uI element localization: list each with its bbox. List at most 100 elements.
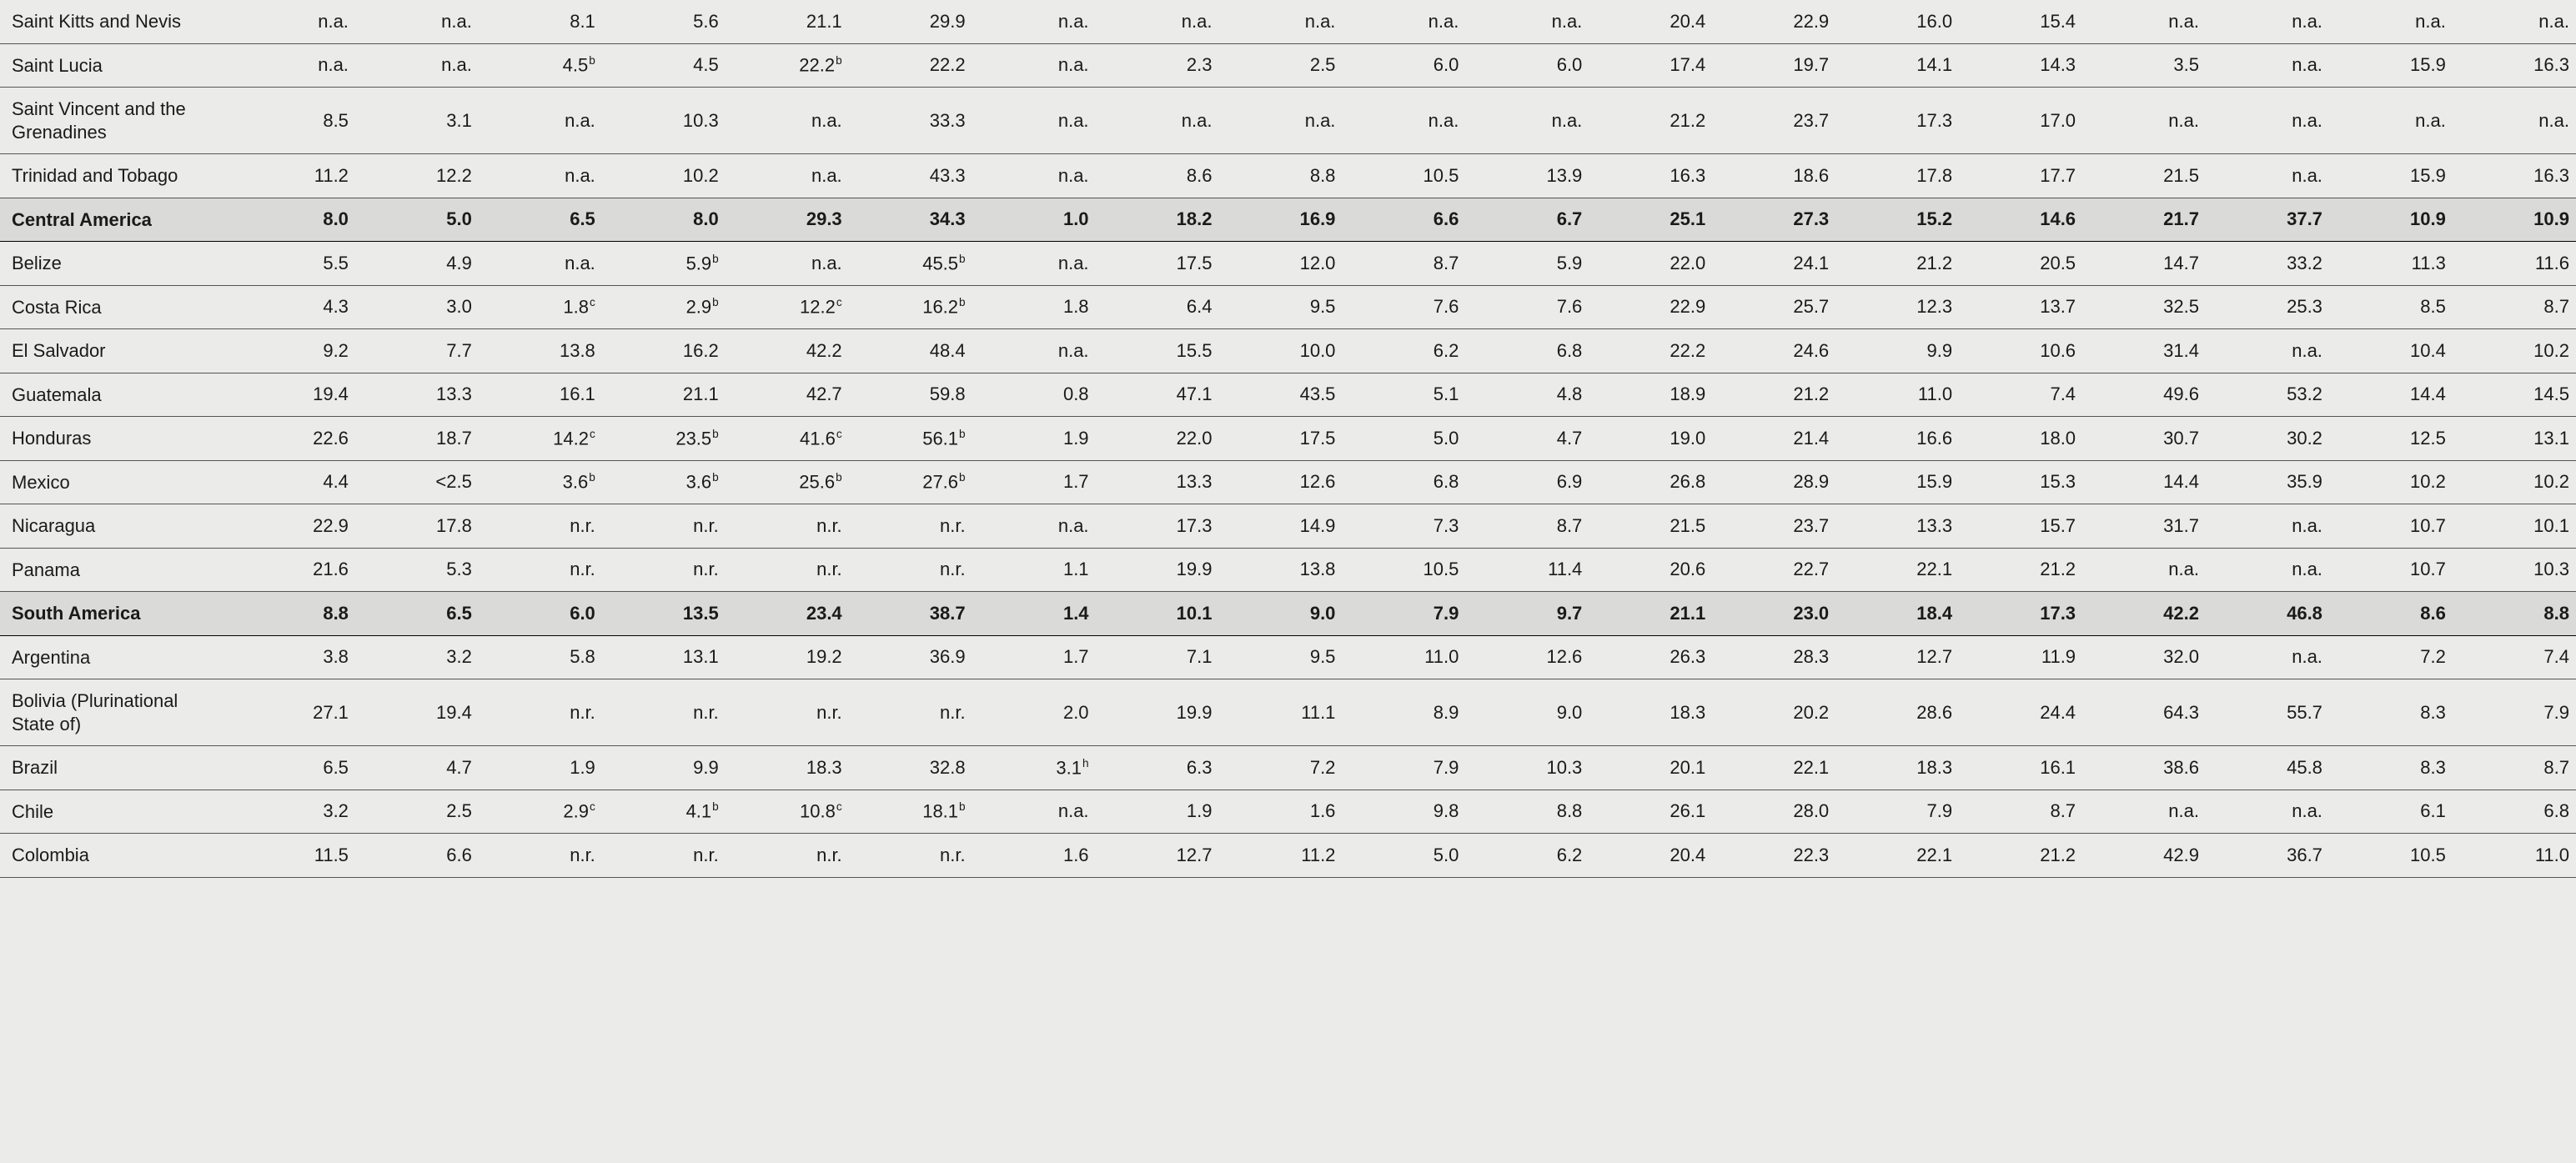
data-cell: 19.4	[355, 679, 479, 746]
data-cell: 20.6	[1589, 548, 1712, 592]
row-label: Belize	[0, 242, 232, 286]
data-cell: 10.2	[602, 154, 726, 198]
data-cell: 37.7	[2206, 198, 2329, 242]
data-cell: 22.9	[1589, 285, 1712, 329]
data-cell: 48.4	[849, 329, 972, 373]
data-cell: 1.9	[479, 746, 602, 790]
data-cell: 18.2	[1096, 198, 1219, 242]
data-cell: 17.0	[1959, 88, 2082, 154]
data-cell: 13.1	[602, 635, 726, 679]
data-cell: 25.1	[1589, 198, 1712, 242]
data-cell: 42.2	[2082, 592, 2206, 636]
data-cell: 6.4	[1096, 285, 1219, 329]
table-row: Brazil6.54.71.99.918.332.83.1h6.37.27.91…	[0, 746, 2576, 790]
data-cell: 6.0	[1342, 43, 1465, 88]
table-row: Guatemala19.413.316.121.142.759.80.847.1…	[0, 373, 2576, 417]
row-label: Guatemala	[0, 373, 232, 417]
data-cell: 6.2	[1342, 329, 1465, 373]
data-cell: 10.7	[2329, 548, 2453, 592]
data-cell: n.a.	[1342, 88, 1465, 154]
data-cell: 18.3	[1835, 746, 1959, 790]
data-cell: n.r.	[479, 834, 602, 878]
data-cell: 4.8	[1465, 373, 1589, 417]
data-cell: n.a.	[2082, 548, 2206, 592]
data-cell: 8.7	[1959, 790, 2082, 834]
data-cell: 6.3	[1096, 746, 1219, 790]
data-cell: 8.1	[479, 0, 602, 43]
row-label: Saint Vincent and the Grenadines	[0, 88, 232, 154]
data-cell: 13.9	[1465, 154, 1589, 198]
footnote-marker: b	[959, 471, 966, 484]
data-cell: 11.5	[232, 834, 355, 878]
data-cell: 5.5	[232, 242, 355, 286]
table-row: Belize5.54.9n.a.5.9bn.a.45.5bn.a.17.512.…	[0, 242, 2576, 286]
data-cell: 5.0	[1342, 834, 1465, 878]
data-cell: 18.6	[1712, 154, 1835, 198]
data-cell: 1.1	[972, 548, 1096, 592]
data-cell: 21.2	[1835, 242, 1959, 286]
data-cell: 12.7	[1096, 834, 1219, 878]
data-cell: n.a.	[2206, 43, 2329, 88]
data-cell: 33.2	[2206, 242, 2329, 286]
data-cell: 25.6b	[726, 460, 849, 504]
data-cell: 21.1	[602, 373, 726, 417]
data-cell: 2.0	[972, 679, 1096, 746]
data-cell: 4.4	[232, 460, 355, 504]
data-cell: 18.3	[1589, 679, 1712, 746]
data-cell: 36.9	[849, 635, 972, 679]
data-cell: n.a.	[1342, 0, 1465, 43]
data-cell: 9.0	[1218, 592, 1342, 636]
data-cell: 8.3	[2329, 746, 2453, 790]
data-cell: 17.4	[1589, 43, 1712, 88]
data-cell: 27.6b	[849, 460, 972, 504]
data-cell: 15.9	[2329, 154, 2453, 198]
data-cell: 13.7	[1959, 285, 2082, 329]
data-cell: 11.9	[1959, 635, 2082, 679]
data-cell: n.r.	[602, 504, 726, 549]
footnote-marker: b	[959, 253, 966, 265]
table-row: Colombia11.56.6n.r.n.r.n.r.n.r.1.612.711…	[0, 834, 2576, 878]
data-cell: 4.5	[602, 43, 726, 88]
data-cell: 22.2	[849, 43, 972, 88]
data-cell: 7.9	[1342, 746, 1465, 790]
data-cell: 8.3	[2329, 679, 2453, 746]
data-cell: 56.1b	[849, 417, 972, 461]
footnote-marker: b	[589, 54, 595, 67]
data-cell: 9.5	[1218, 635, 1342, 679]
data-cell: 23.0	[1712, 592, 1835, 636]
data-cell: 8.6	[1096, 154, 1219, 198]
data-cell: 45.5b	[849, 242, 972, 286]
data-cell: n.r.	[602, 834, 726, 878]
data-cell: 6.1	[2329, 790, 2453, 834]
data-cell: 18.3	[726, 746, 849, 790]
data-cell: 15.3	[1959, 460, 2082, 504]
data-cell: 27.1	[232, 679, 355, 746]
data-cell: 43.5	[1218, 373, 1342, 417]
data-cell: 22.9	[1712, 0, 1835, 43]
data-cell: 6.0	[479, 592, 602, 636]
data-cell: 46.8	[2206, 592, 2329, 636]
data-cell: 30.2	[2206, 417, 2329, 461]
data-cell: 21.2	[1959, 834, 2082, 878]
data-cell: 11.6	[2453, 242, 2576, 286]
data-cell: 24.4	[1959, 679, 2082, 746]
row-label: Chile	[0, 790, 232, 834]
data-cell: 21.6	[232, 548, 355, 592]
data-cell: 7.1	[1096, 635, 1219, 679]
data-cell: n.a.	[972, 242, 1096, 286]
data-cell: 16.3	[2453, 154, 2576, 198]
data-cell: 9.9	[602, 746, 726, 790]
row-label: Saint Kitts and Nevis	[0, 0, 232, 43]
data-cell: 1.9	[972, 417, 1096, 461]
data-cell: 22.6	[232, 417, 355, 461]
footnote-marker: c	[590, 800, 595, 813]
data-cell: 1.7	[972, 635, 1096, 679]
table-row: Trinidad and Tobago11.212.2n.a.10.2n.a.4…	[0, 154, 2576, 198]
data-cell: 4.3	[232, 285, 355, 329]
data-cell: 4.9	[355, 242, 479, 286]
data-cell: 18.1b	[849, 790, 972, 834]
data-cell: n.a.	[972, 790, 1096, 834]
data-cell: 3.0	[355, 285, 479, 329]
data-cell: 8.5	[2329, 285, 2453, 329]
data-cell: 8.8	[1218, 154, 1342, 198]
